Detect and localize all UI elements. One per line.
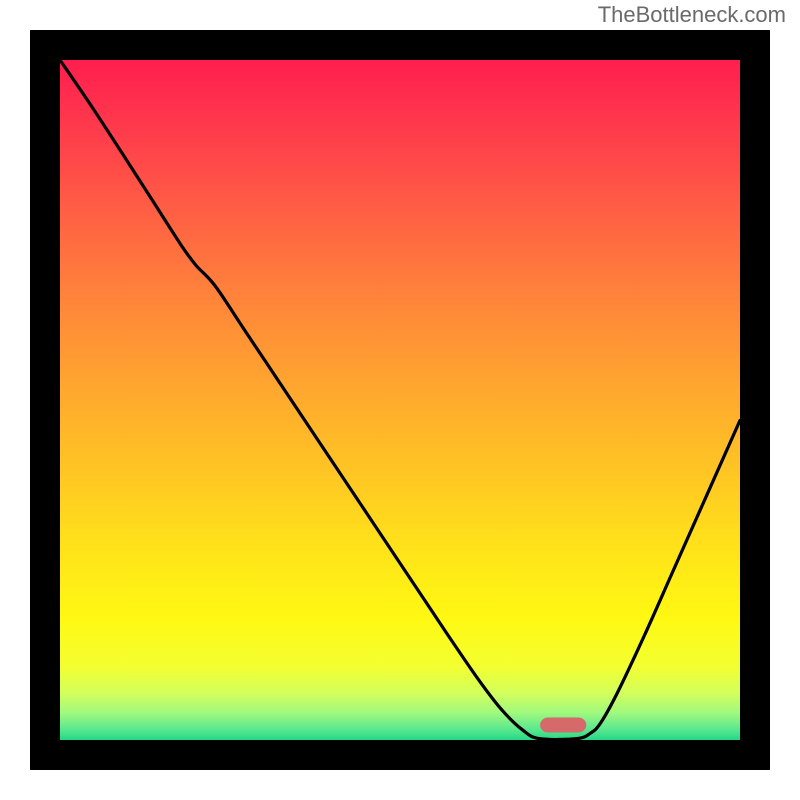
watermark-text: TheBottleneck.com — [598, 2, 786, 28]
optimal-marker — [540, 718, 586, 733]
plot-background — [60, 60, 740, 740]
bottleneck-chart: TheBottleneck.com — [0, 0, 800, 800]
chart-svg — [0, 0, 800, 800]
